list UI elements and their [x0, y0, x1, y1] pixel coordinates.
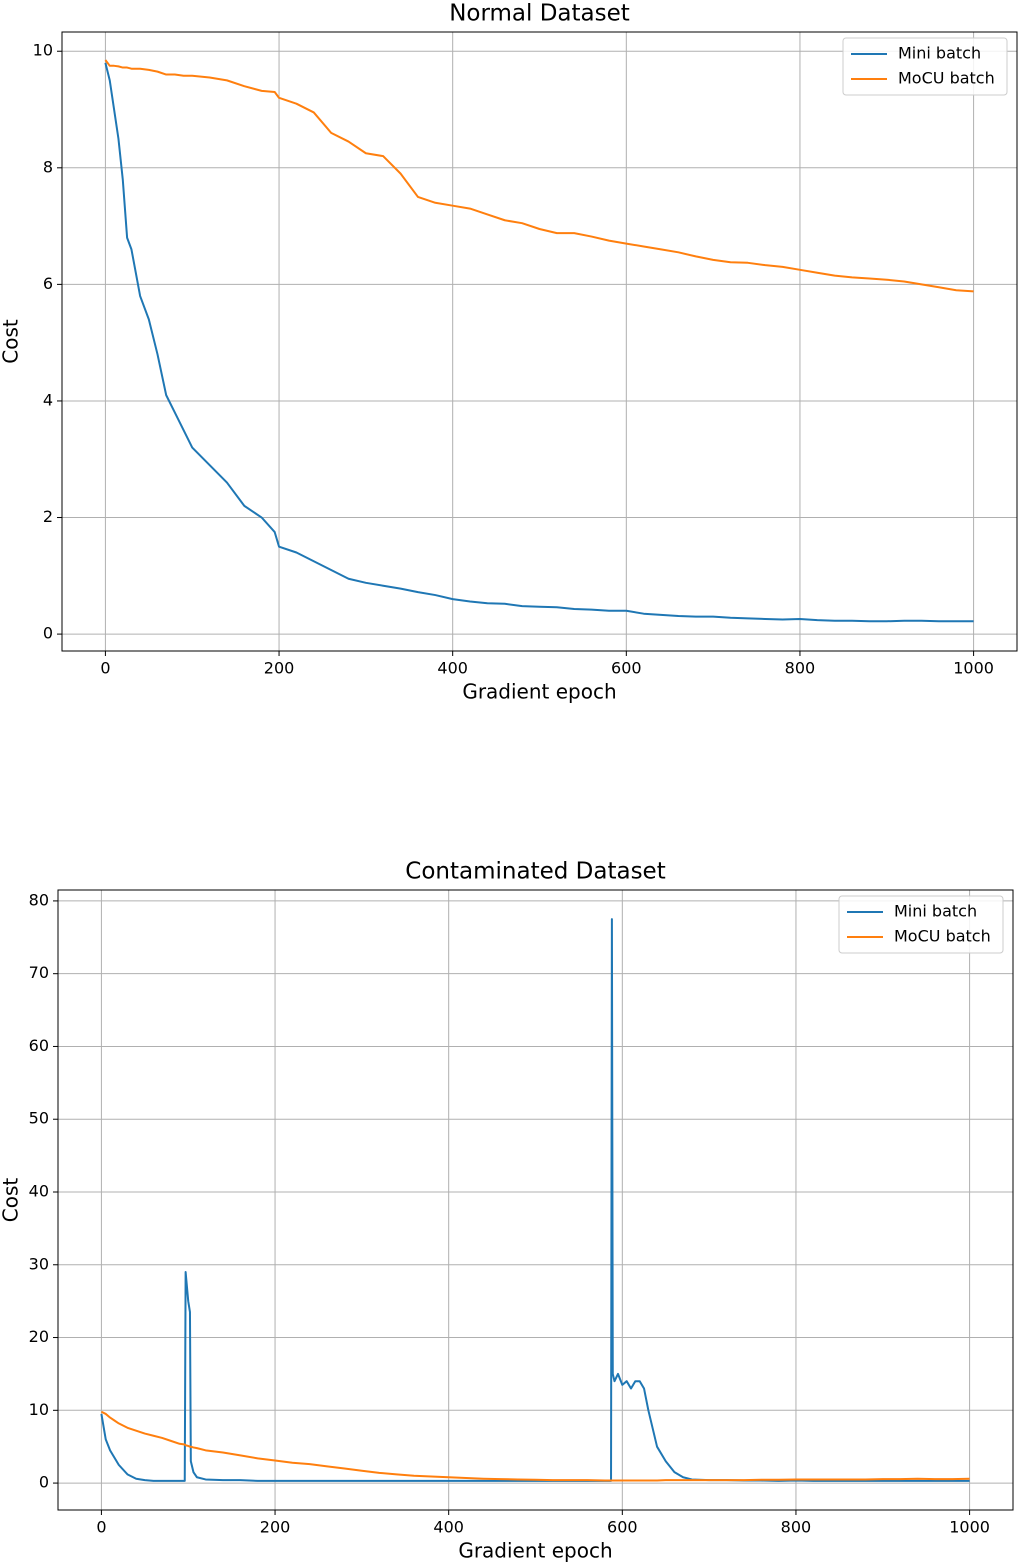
x-tick-label: 1000 [953, 659, 994, 678]
data-line [100, 1410, 970, 1482]
y-tick-label: 10 [29, 1400, 49, 1419]
y-tick-label: 40 [29, 1181, 49, 1200]
y-tick-label: 50 [29, 1109, 49, 1128]
x-tick-label: 400 [437, 659, 468, 678]
chart-title: Normal Dataset [449, 1, 630, 27]
legend-label: MoCU batch [894, 927, 991, 946]
y-tick-label: 60 [29, 1036, 49, 1055]
y-tick-label: 2 [43, 507, 53, 526]
legend-label: Mini batch [894, 902, 977, 921]
x-axis-label: Gradient epoch [462, 680, 616, 704]
legend-label: Mini batch [898, 44, 981, 63]
y-tick-label: 10 [33, 41, 53, 60]
data-line [104, 62, 974, 623]
data-line [104, 59, 974, 293]
x-tick-label: 200 [260, 1518, 291, 1537]
y-tick-label: 20 [29, 1327, 49, 1346]
y-tick-label: 30 [29, 1254, 49, 1273]
data-line [100, 918, 970, 1482]
y-tick-label: 70 [29, 963, 49, 982]
legend-box [838, 895, 1004, 954]
chart-title: Contaminated Dataset [405, 859, 665, 885]
x-tick-label: 1000 [949, 1518, 990, 1537]
x-tick-label: 400 [433, 1518, 464, 1537]
y-tick-label: 6 [43, 274, 53, 293]
x-tick-label: 800 [781, 1518, 812, 1537]
y-tick-label: 4 [43, 390, 53, 409]
x-tick-label: 200 [264, 659, 295, 678]
legend-box [842, 37, 1008, 96]
y-tick-label: 8 [43, 157, 53, 176]
x-tick-label: 800 [785, 659, 816, 678]
y-axis-label: Cost [0, 1178, 23, 1223]
x-tick-label: 0 [100, 659, 110, 678]
legend-label: MoCU batch [898, 69, 995, 88]
plot-frame [57, 889, 1014, 1511]
x-tick-label: 600 [607, 1518, 638, 1537]
x-axis-label: Gradient epoch [458, 1539, 612, 1563]
y-tick-label: 0 [43, 624, 53, 643]
x-tick-label: 0 [96, 1518, 106, 1537]
x-tick-label: 600 [611, 659, 642, 678]
y-axis-label: Cost [0, 319, 23, 364]
y-tick-label: 80 [29, 890, 49, 909]
y-tick-label: 0 [39, 1473, 49, 1492]
plot-frame [61, 31, 1018, 652]
